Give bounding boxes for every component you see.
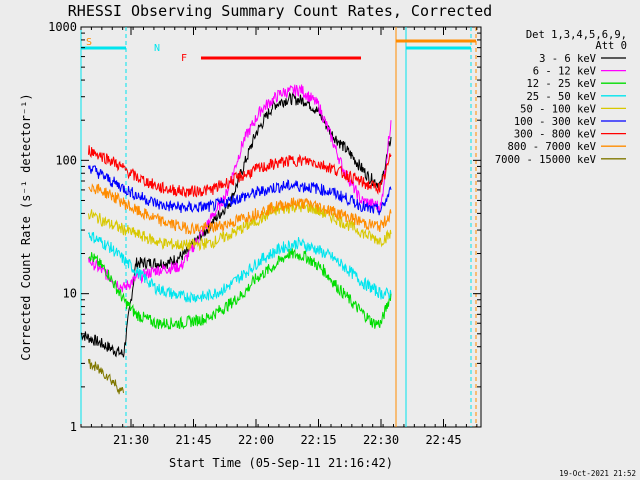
legend-label: 7000 - 15000 keV (495, 154, 597, 166)
legend-label: 800 - 7000 keV (507, 141, 596, 153)
y-tick-label: 10 (63, 287, 77, 301)
y-tick-label: 1 (70, 420, 77, 434)
plot-area: S N F (80, 26, 482, 428)
legend-label: 25 - 50 keV (526, 91, 596, 103)
timestamp: 19-Oct-2021 21:52 (559, 469, 636, 478)
series-layer (80, 84, 392, 395)
y-tick-label: 100 (55, 153, 77, 167)
legend-label: 50 - 100 keV (520, 103, 597, 115)
legend-label: 300 - 800 keV (514, 129, 597, 141)
series-line-3 (88, 248, 392, 330)
y-axis: 1 10 100 1000 (48, 20, 481, 434)
x-tick-label: 21:30 (113, 433, 149, 447)
x-tick-label: 22:30 (363, 433, 399, 447)
series-line-8 (88, 183, 392, 236)
saa-label: S (86, 37, 92, 48)
x-tick-label: 21:45 (175, 433, 211, 447)
legend-label: 100 - 300 keV (514, 116, 597, 128)
legend-header: Det 1,3,4,5,6,9, (526, 29, 627, 41)
series-line-1 (80, 91, 392, 358)
annotation-layer: S N F (80, 27, 477, 427)
x-tick-label: 22:15 (300, 433, 336, 447)
x-tick-label: 22:45 (425, 433, 461, 447)
y-tick-label: 1000 (48, 20, 77, 34)
legend-label: 12 - 25 keV (526, 78, 596, 90)
x-axis-label: Start Time (05-Sep-11 21:16:42) (169, 456, 393, 470)
chart-title: RHESSI Observing Summary Count Rates, Co… (68, 2, 492, 20)
series-line-4 (88, 232, 392, 303)
legend-label: 3 - 6 keV (539, 53, 597, 65)
legend-header: Att 0 (595, 40, 627, 52)
series-line-9 (88, 358, 124, 395)
night-label: N (154, 43, 160, 54)
series-line-5 (88, 202, 392, 252)
series-line-7 (88, 145, 392, 198)
series-line-2 (88, 84, 392, 293)
x-tick-label: 22:00 (238, 433, 274, 447)
flare-label: F (181, 53, 187, 64)
plot-frame (80, 26, 482, 428)
y-axis-label: Corrected Count Rate (s⁻¹ detector⁻¹) (19, 93, 33, 360)
legend-label: 6 - 12 keV (533, 66, 597, 78)
series-line-6 (88, 165, 392, 216)
x-axis: 21:30 21:45 22:00 22:15 22:30 22:45 (80, 27, 478, 447)
